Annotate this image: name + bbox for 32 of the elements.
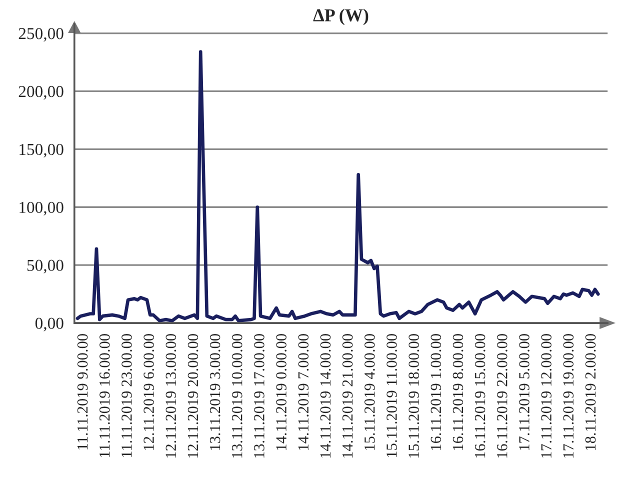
x-tick-label: 13.11.2019 3.00.00 [210, 334, 220, 450]
x-tick-label: 17.11.2019 5.00.00 [519, 334, 530, 450]
x-tick-label: 12.11.2019 6.00.00 [144, 334, 154, 450]
x-tick-label: 15.11.2019 4.00.00 [364, 334, 375, 450]
y-tick-label: 200,00 [18, 86, 64, 100]
x-tick-label: 14.11.2019 21.00.00 [342, 334, 353, 458]
x-tick-label: 15.11.2019 18.00.00 [408, 334, 420, 458]
x-tick-label: 14.11.2019 7.00.00 [298, 334, 309, 450]
y-tick-label: 0,00 [35, 318, 64, 332]
chart-title: ΔP (W) [313, 8, 368, 26]
x-tick-label: 16.11.2019 1.00.00 [430, 334, 442, 450]
x-tick-label: 13.11.2019 10.00.00 [232, 334, 242, 458]
x-tick-label: 17.11.2019 12.00.00 [541, 334, 552, 458]
x-tick-label: 11.11.2019 16.00.00 [99, 334, 110, 458]
y-tick-label: 150,00 [20, 144, 64, 158]
x-tick-label: 11.11.2019 23.00.00 [122, 334, 132, 458]
y-tick-label: 250,00 [18, 28, 64, 42]
x-tick-label: 17.11.2019 19.00.00 [563, 334, 574, 458]
y-tick-label: 50,00 [27, 260, 64, 274]
x-tick-label: 11.11.2019 9.00.00 [77, 334, 88, 450]
x-tick-label: 13.11.2019 17.00.00 [254, 334, 264, 458]
line-series [76, 50, 600, 322]
x-tick-label: 14.11.2019 0.00.00 [276, 334, 287, 450]
x-tick-label: 16.11.2019 15.00.00 [474, 334, 486, 458]
x-tick-label: 12.11.2019 20.00.00 [188, 334, 198, 458]
x-tick-label: 15.11.2019 11.00.00 [386, 334, 397, 458]
x-tick-label: 12.11.2019 13.00.00 [166, 334, 176, 458]
x-tick-label: 14.11.2019 14.00.00 [320, 334, 331, 458]
x-tick-label: 16.11.2019 8.00.00 [452, 334, 464, 450]
x-tick-label: 16.11.2019 22.00.00 [497, 334, 508, 458]
x-tick-label: 18.11.2019 2.00.00 [585, 334, 596, 450]
y-tick-label: 100,00 [20, 202, 64, 216]
